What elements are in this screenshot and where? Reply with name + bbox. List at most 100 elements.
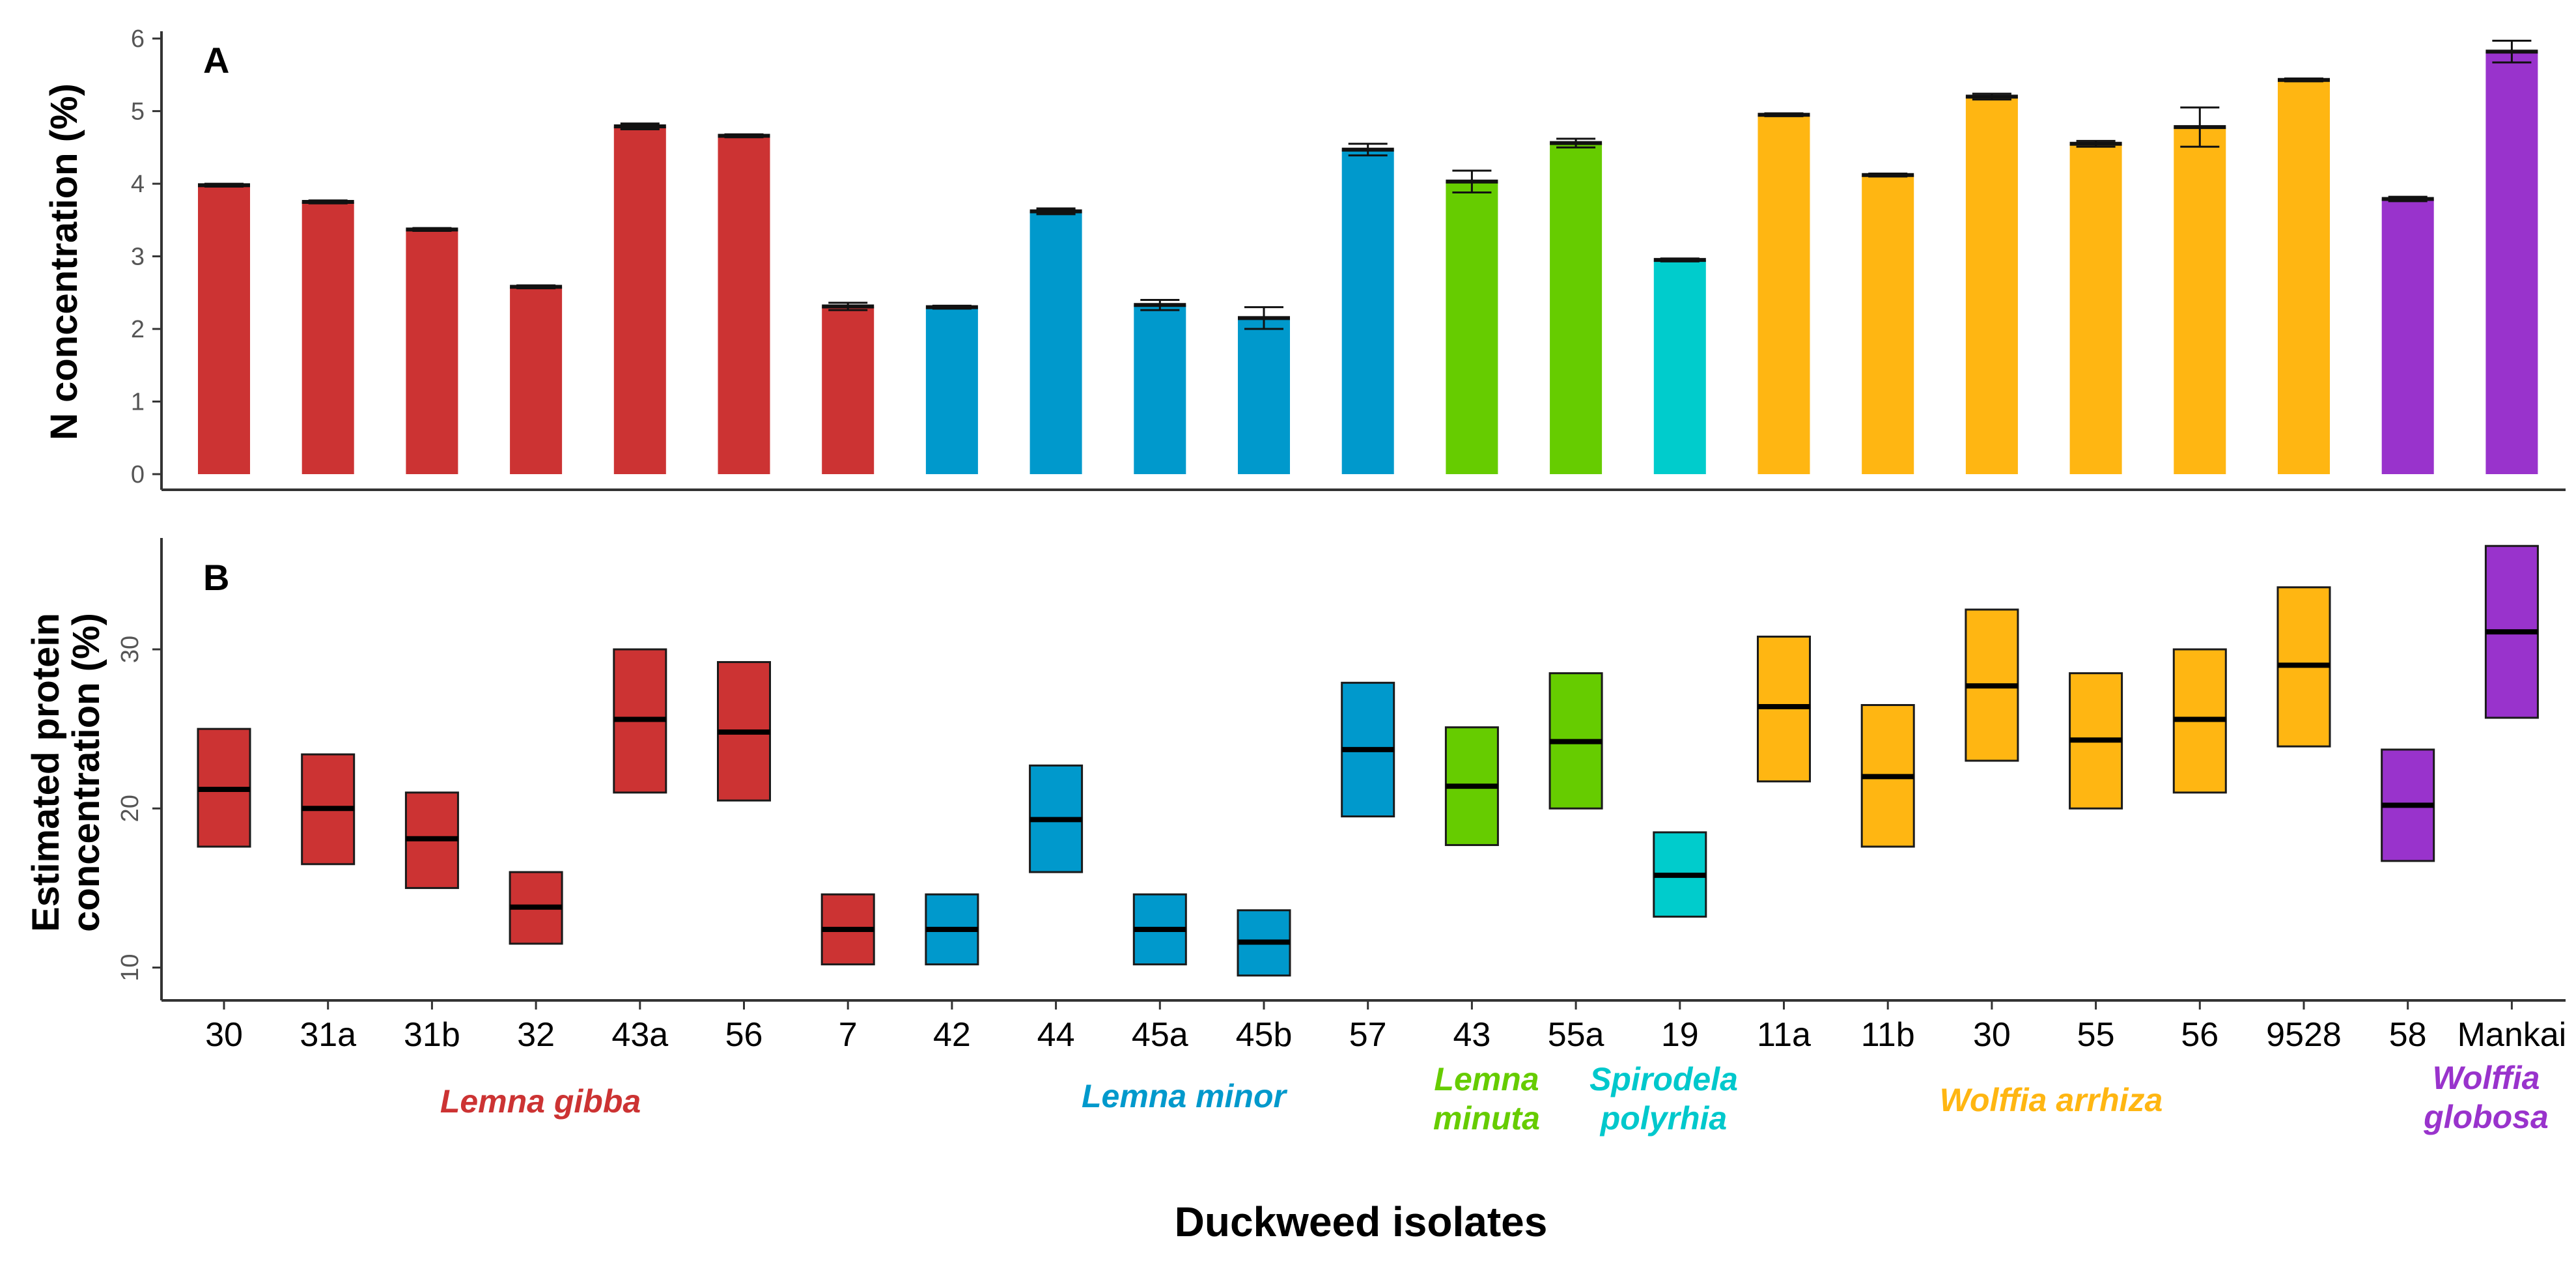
bar [2381,199,2434,474]
error-bar [2174,106,2226,148]
category-label: 9528 [2266,1016,2342,1054]
bar [1341,149,1394,474]
category-label: 7 [839,1016,858,1054]
panel-a-y-ticks: 0 1 2 3 4 5 6 [131,25,161,488]
panel-a-y-tick-label: 1 [131,389,145,416]
panel-a-y-tick-label: 3 [131,244,145,271]
bar [2278,79,2330,474]
error-bar [1134,298,1186,311]
species-label-lemna-minuta-line2: minuta [1433,1100,1540,1137]
category-label: 32 [517,1016,555,1054]
panel-a-tag: A [203,40,229,81]
species-label-lemna-minuta-line1: Lemna [1434,1061,1539,1097]
error-bar [301,199,354,205]
bar [1029,211,1082,474]
panel-a-y-tick-label: 5 [131,98,145,126]
panel-a: 0 1 2 3 4 5 6 A N concentration (%) [43,25,2566,491]
panel-a-y-tick-label: 2 [131,316,145,343]
error-bar [1029,207,1082,216]
species-label-spirodela-line2: polyrhia [1599,1100,1727,1137]
bar [718,135,770,474]
category-label: 55a [1548,1016,1604,1054]
category-label: 11b [1861,1016,1915,1054]
species-label-lemna-gibba: Lemna gibba [440,1083,641,1120]
bar [301,201,354,474]
panel-b-y-tick-label: 30 [117,636,144,663]
bar [1862,175,1914,474]
category-label: 42 [933,1016,971,1054]
category-label: 30 [205,1016,243,1054]
error-bar [1965,92,2018,101]
category-label: 30 [1973,1016,2011,1054]
error-bar [718,133,770,139]
species-label-wolffia-arrhiza: Wolffia arrhiza [1940,1082,2163,1118]
panel-b-boxes [197,544,2539,977]
category-label: 11a [1757,1016,1811,1054]
category-labels: 30 31a 31b 32 43a 56 7 42 44 45a 45b 57 43 55a 19 11a 11… [205,1000,2566,1054]
panel-b-y-axis-title-line1: Estimated protein [25,613,67,932]
error-bar [2381,195,2434,203]
panel-b-y-ticks: 10 20 30 [117,636,161,982]
category-label: 56 [725,1016,763,1054]
error-bar [406,227,458,233]
species-label-wolffia-globosa-line1: Wolffia [2433,1060,2540,1096]
category-label: 43a [611,1016,668,1054]
category-label: 55 [2077,1016,2115,1054]
species-label-lemna-minor: Lemna minor [1082,1078,1287,1114]
category-label: 31a [300,1016,356,1054]
error-bar [1341,143,1394,157]
bar [2485,51,2538,474]
category-label: 45b [1236,1016,1293,1054]
species-label-spirodela-line1: Spirodela [1589,1061,1738,1097]
bar [1238,318,1290,474]
bar [198,185,250,474]
bar [925,307,978,474]
panel-a-y-tick-label: 0 [131,461,145,488]
bar [1134,305,1186,474]
panel-b-y-tick-label: 10 [117,954,144,981]
error-bar [1862,172,1914,178]
panel-a-bars [198,39,2538,475]
error-bar [2278,77,2330,83]
bar [1653,260,1706,474]
species-labels: Lemna gibba Lemna minor Lemna minuta Spi… [440,1060,2549,1137]
bar [2069,143,2122,475]
panel-b-y-axis-title-line2: concentration (%) [65,613,107,932]
category-label: 56 [2181,1016,2219,1054]
category-label: 57 [1349,1016,1387,1054]
error-bar [198,182,250,188]
x-axis-title: Duckweed isolates [1175,1198,1548,1245]
error-bar [613,122,666,130]
error-bar [1757,112,1810,117]
error-bar [2069,139,2122,148]
panel-a-y-axis-title: N concentration (%) [43,83,85,440]
panel-a-y-tick-label: 4 [131,171,145,198]
panel-b-y-axis-title: Estimated protein concentration (%) [25,613,107,932]
category-label: 44 [1037,1016,1075,1054]
category-label: 45a [1132,1016,1188,1054]
bar [1757,115,1810,474]
bar [406,229,458,474]
error-bar [2485,39,2538,64]
bar [1965,96,2018,474]
panel-b-tag: B [203,557,229,598]
error-bar [1446,169,1498,193]
bar [822,306,875,474]
bar [510,287,563,474]
species-label-wolffia-globosa-line2: globosa [2423,1099,2549,1135]
error-bar [925,304,978,310]
panel-a-y-tick-label: 6 [131,25,145,53]
error-bar [1653,257,1706,262]
category-label: 19 [1661,1016,1699,1054]
bar [1550,143,1603,475]
error-bar [510,284,563,290]
bar [2174,127,2226,475]
category-label: Mankai [2457,1016,2567,1054]
error-bar [822,302,875,311]
panel-b: 10 20 30 B Estimated protein concentration… [25,538,2566,1002]
bar [1446,181,1498,474]
panel-b-y-tick-label: 20 [117,795,144,822]
error-bar [1550,137,1603,148]
category-label: 31b [404,1016,460,1054]
